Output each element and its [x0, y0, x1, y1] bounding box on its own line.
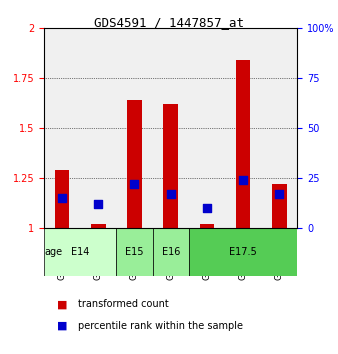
FancyBboxPatch shape — [44, 228, 116, 276]
Point — [204, 205, 210, 211]
Point — [276, 192, 282, 197]
Text: ■: ■ — [57, 321, 68, 331]
Text: E16: E16 — [162, 247, 180, 257]
FancyBboxPatch shape — [116, 228, 152, 276]
Text: GDS4591 / 1447857_at: GDS4591 / 1447857_at — [94, 16, 244, 29]
FancyBboxPatch shape — [189, 228, 297, 276]
Text: transformed count: transformed count — [78, 299, 168, 309]
Text: age: age — [45, 247, 63, 257]
Text: ■: ■ — [57, 299, 68, 309]
Point — [132, 181, 137, 187]
Bar — [164, 104, 178, 228]
Text: E15: E15 — [125, 247, 144, 257]
Point — [59, 195, 65, 201]
Bar — [272, 184, 287, 228]
Bar — [91, 224, 105, 228]
Bar — [236, 60, 250, 228]
Text: percentile rank within the sample: percentile rank within the sample — [78, 321, 243, 331]
Point — [168, 192, 173, 197]
FancyBboxPatch shape — [152, 228, 189, 276]
Text: E17.5: E17.5 — [229, 247, 257, 257]
Bar — [127, 100, 142, 228]
Point — [96, 201, 101, 207]
Bar — [55, 170, 69, 228]
Point — [240, 177, 246, 183]
Text: E14: E14 — [71, 247, 89, 257]
Bar — [200, 224, 214, 228]
